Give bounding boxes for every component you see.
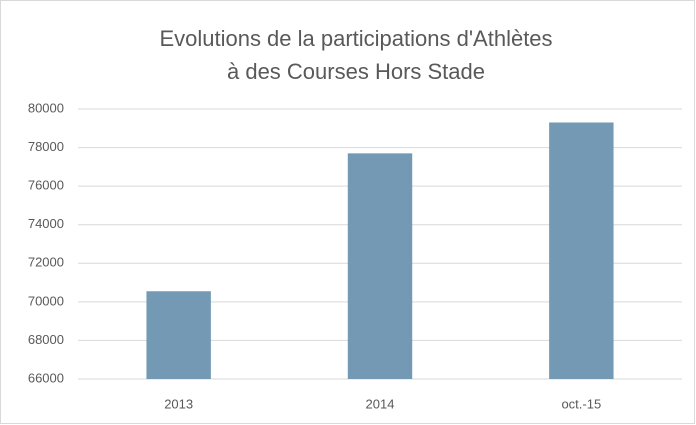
y-tick-label: 80000 [28,100,64,115]
y-tick-label: 66000 [28,370,64,385]
y-tick-label: 72000 [28,255,64,270]
y-tick-label: 70000 [28,293,64,308]
chart-title: à des Courses Hors Stade [227,59,485,84]
x-tick-label: 2014 [366,396,395,411]
chart-title: Evolutions de la participations d'Athlèt… [159,26,552,51]
bar [347,153,413,379]
bar [146,291,211,379]
x-tick-label: oct.-15 [561,396,601,411]
x-tick-label: 2013 [164,396,193,411]
y-tick-label: 68000 [28,332,64,347]
bar [549,122,614,379]
y-tick-label: 74000 [28,216,64,231]
y-tick-label: 78000 [28,139,64,154]
y-tick-label: 76000 [28,178,64,193]
